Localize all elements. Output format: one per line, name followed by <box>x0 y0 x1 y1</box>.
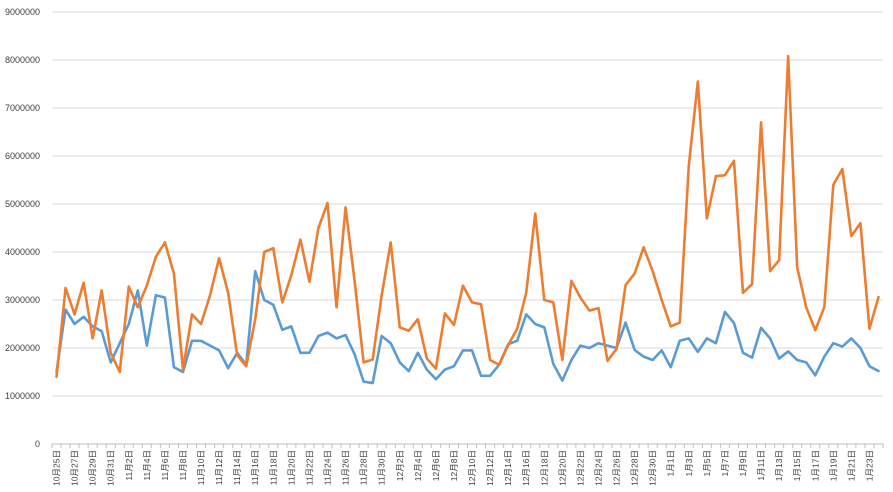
y-tick-label: 6000000 <box>5 151 40 161</box>
y-tick-label: 0 <box>35 439 40 449</box>
x-tick-label: 11月6日 <box>160 450 170 481</box>
x-tick-label: 11月4日 <box>142 450 152 481</box>
x-tick-label: 11月30日 <box>377 450 387 485</box>
y-tick-label: 3000000 <box>5 295 40 305</box>
x-tick-label: 1月13日 <box>774 450 784 481</box>
x-tick-label: 11月16日 <box>250 450 260 485</box>
x-tick-label: 11月20日 <box>286 450 296 485</box>
x-tick-label: 1月11日 <box>756 450 766 481</box>
x-tick-label: 1月21日 <box>846 450 856 481</box>
x-tick-label: 10月29日 <box>88 450 98 486</box>
x-tick-label: 10月31日 <box>106 450 116 486</box>
y-tick-label: 8000000 <box>5 55 40 65</box>
series-line-1 <box>55 269 880 385</box>
y-tick-label: 5000000 <box>5 199 40 209</box>
x-axis: 10月25日 10月27日 10月29日 10月31日 11月2日 11月4日 11月6日 1… <box>51 443 884 486</box>
y-tick-label: 4000000 <box>5 247 40 257</box>
x-tick-label: 10月27日 <box>70 450 80 486</box>
x-tick-label: 11月14日 <box>232 450 242 485</box>
x-tick-label: 12月28日 <box>630 450 640 486</box>
x-tick-label: 12月6日 <box>431 450 441 481</box>
x-tick-label: 11月12日 <box>214 450 224 485</box>
x-tick-label: 1月7日 <box>720 450 730 476</box>
y-axis: 0 1000000 2000000 3000000 4000000 5000000 6000… <box>5 7 40 449</box>
x-tick-label: 11月26日 <box>341 450 351 485</box>
x-tick-label: 11月24日 <box>322 450 332 485</box>
x-tick-label: 11月8日 <box>178 450 188 481</box>
x-tick-label: 12月24日 <box>593 450 603 486</box>
y-tick-label: 7000000 <box>5 103 40 113</box>
x-tick-label: 12月14日 <box>503 450 513 486</box>
y-tick-label: 1000000 <box>5 391 40 401</box>
x-tick-label: 12月30日 <box>648 450 658 486</box>
x-tick-label: 1月3日 <box>684 450 694 476</box>
x-tick-label: 1月9日 <box>738 450 748 476</box>
x-tick-label: 11月10日 <box>196 450 206 485</box>
x-tick-label: 12月8日 <box>449 450 459 481</box>
x-tick-label: 12月26日 <box>612 450 622 486</box>
x-tick-label: 12月4日 <box>413 450 423 481</box>
x-tick-label: 1月1日 <box>666 450 676 476</box>
x-tick-label: 12月22日 <box>575 450 585 486</box>
series-lines <box>55 54 880 385</box>
x-tick-label: 12月16日 <box>521 450 531 486</box>
x-tick-label: 1月5日 <box>702 450 712 476</box>
y-tick-label: 2000000 <box>5 343 40 353</box>
x-tick-label: 1月15日 <box>792 450 802 481</box>
x-tick-label: 11月28日 <box>359 450 369 485</box>
x-tick-label: 12月20日 <box>557 450 567 486</box>
x-tick-label: 12月18日 <box>539 450 549 486</box>
x-tick-label: 11月18日 <box>268 450 278 485</box>
y-tick-label: 9000000 <box>5 7 40 17</box>
x-tick-label: 1月23日 <box>864 450 874 481</box>
x-tick-label: 12月12日 <box>485 450 495 486</box>
x-tick-label: 11月2日 <box>124 450 134 481</box>
x-tick-label: 12月10日 <box>467 450 477 486</box>
x-tick-label: 12月2日 <box>395 450 405 481</box>
x-tick-label: 11月22日 <box>304 450 314 485</box>
x-tick-label: 1月19日 <box>828 450 838 481</box>
x-tick-label: 10月25日 <box>52 450 62 486</box>
series-line-2 <box>55 54 880 379</box>
x-tick-label: 1月17日 <box>810 450 820 481</box>
